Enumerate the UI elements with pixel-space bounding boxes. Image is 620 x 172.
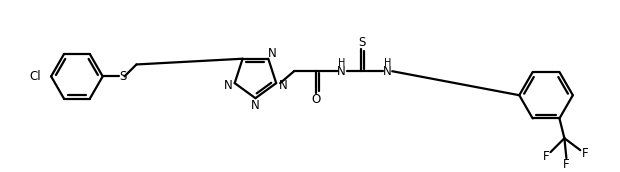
- Text: N: N: [224, 79, 232, 92]
- Text: F: F: [543, 150, 550, 163]
- Text: Cl: Cl: [30, 70, 41, 83]
- Text: H: H: [338, 58, 345, 68]
- Text: N: N: [337, 65, 346, 78]
- Text: O: O: [311, 93, 321, 106]
- Text: N: N: [383, 65, 392, 78]
- Text: N: N: [251, 99, 260, 112]
- Text: S: S: [119, 70, 126, 83]
- Text: N: N: [278, 79, 287, 92]
- Text: N: N: [268, 47, 277, 60]
- Text: H: H: [384, 58, 391, 68]
- Text: F: F: [582, 147, 588, 160]
- Text: F: F: [563, 158, 570, 170]
- Text: S: S: [358, 36, 365, 49]
